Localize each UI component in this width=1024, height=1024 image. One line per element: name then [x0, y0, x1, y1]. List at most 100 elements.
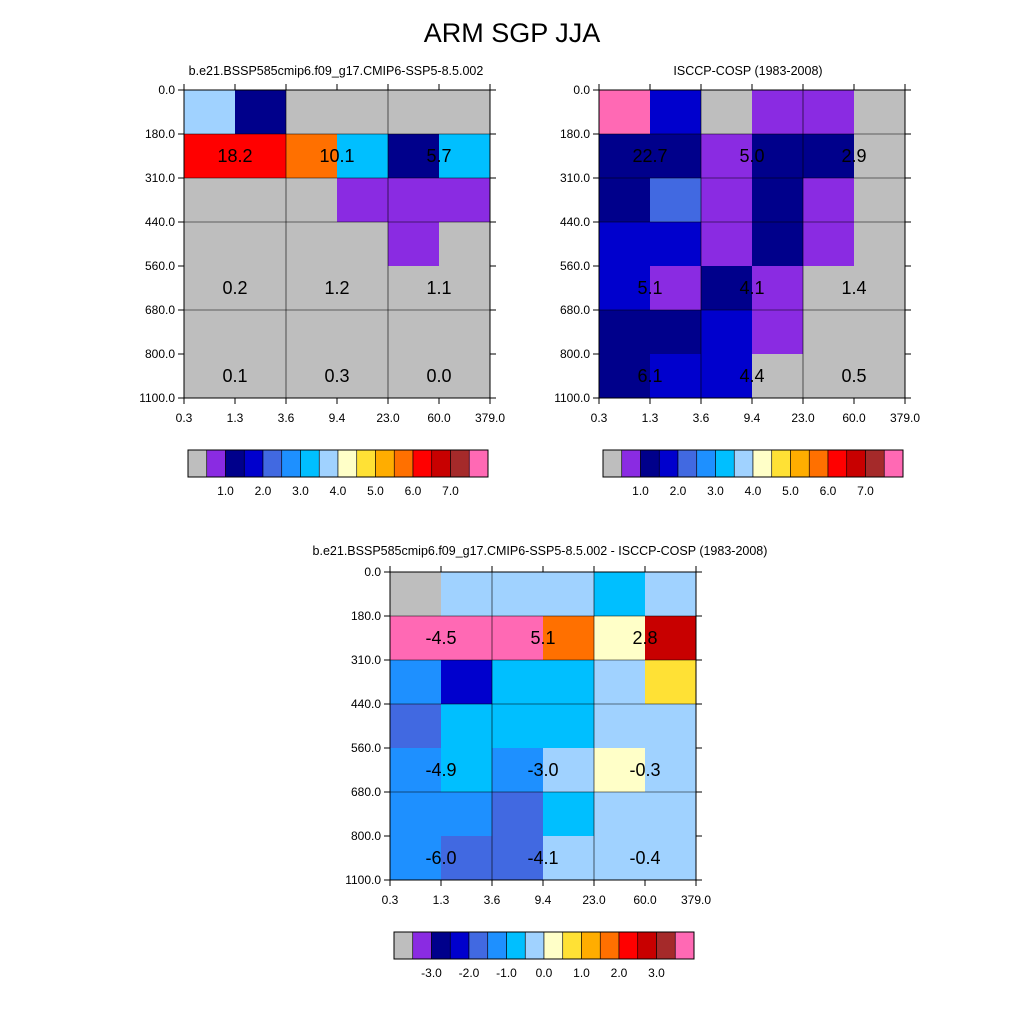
colorbar-label: 1.0: [217, 484, 234, 498]
heatmap-cell: [388, 134, 440, 179]
colorbar-box: [674, 931, 695, 960]
colorbar-frame: [187, 449, 489, 478]
heatmap-panel-isccp: ISCCP-COSP (1983-2008) 0.0 180.0 310.0 440.…: [535, 60, 955, 500]
cell-value-label: 1.1: [426, 278, 451, 298]
heatmap-cells: [599, 90, 906, 399]
colorbar-box: [412, 449, 433, 478]
heatmap-cell: [439, 178, 491, 223]
y-tick-label: 440.0: [351, 697, 381, 711]
colorbar-label: 2.0: [255, 484, 272, 498]
heatmap-cell: [645, 792, 697, 837]
colorbar-label: 6.0: [820, 484, 837, 498]
cell-value-label: -0.4: [629, 848, 660, 868]
heatmap-cell: [492, 660, 544, 705]
y-tick-label: 560.0: [560, 259, 590, 273]
heatmap-cell: [594, 616, 646, 661]
figure-title: ARM SGP JJA: [423, 18, 601, 48]
heatmap-cell: [599, 178, 651, 223]
heatmap-cell: [235, 178, 287, 223]
heatmap-cell: [337, 178, 389, 223]
x-tick-label: 9.4: [329, 411, 346, 425]
colorbar-box: [450, 449, 470, 478]
heatmap-cell: [701, 266, 753, 311]
colorbar-label: 2.0: [611, 966, 628, 980]
colorbar-box: [883, 449, 904, 478]
colorbar-box: [375, 449, 395, 478]
colorbar-box: [599, 931, 620, 960]
cell-value-label: -4.5: [425, 628, 456, 648]
heatmap-cell: [441, 748, 493, 793]
colorbar-label: 4.0: [330, 484, 347, 498]
cell-value-label: 2.8: [632, 628, 657, 648]
x-tick-label: 379.0: [890, 411, 920, 425]
heatmap-cell: [441, 660, 493, 705]
colorbar-box: [487, 931, 507, 960]
colorbar-label: 4.0: [745, 484, 762, 498]
colorbar-box: [827, 449, 848, 478]
heatmap-cell: [645, 836, 697, 881]
x-tick-label: 1.3: [433, 893, 450, 907]
heatmap-cell: [390, 748, 442, 793]
heatmap-cell: [752, 134, 804, 179]
heatmap-cell: [650, 178, 702, 223]
colorbar-box: [524, 931, 545, 960]
heatmap-cell: [752, 266, 804, 311]
colorbar: 1.0 2.0 3.0 4.0 5.0 6.0 7.0: [602, 449, 904, 498]
colorbar-box: [356, 449, 376, 478]
y-tick-label: 800.0: [560, 347, 590, 361]
colorbar-box: [790, 449, 810, 478]
heatmap-cell: [650, 222, 702, 267]
cell-value-label: 4.4: [739, 366, 764, 386]
colorbar-box: [468, 931, 489, 960]
cell-value-label: 18.2: [217, 146, 252, 166]
colorbar-box: [677, 449, 698, 478]
colorbar-label: -1.0: [496, 966, 517, 980]
colorbar-box: [658, 449, 679, 478]
heatmap-cell: [594, 704, 646, 749]
colorbar-box: [281, 449, 301, 478]
x-tick-label: 3.6: [484, 893, 501, 907]
cell-value-label: 10.1: [319, 146, 354, 166]
heatmap-cell: [184, 134, 236, 179]
heatmap-cell: [439, 134, 491, 179]
x-tick-label: 3.6: [278, 411, 295, 425]
heatmap-cell: [439, 354, 491, 399]
colorbar-box: [846, 449, 866, 478]
heatmap-cell: [752, 354, 804, 399]
heatmap-cell: [441, 616, 493, 661]
heatmap-cell: [184, 266, 236, 311]
cell-value-label: 0.2: [222, 278, 247, 298]
heatmap-cell: [752, 178, 804, 223]
colorbar-box: [393, 449, 414, 478]
heatmap-cell: [235, 134, 287, 179]
heatmap-cell: [543, 704, 595, 749]
colorbar-box: [637, 931, 657, 960]
colorbar: -3.0 -2.0 -1.0 0.0 1.0 2.0 3.0: [393, 931, 695, 980]
y-tick-label: 1100.0: [139, 391, 175, 405]
x-tick-label: 379.0: [681, 893, 711, 907]
heatmap-cell: [701, 222, 753, 267]
x-tick-label: 60.0: [842, 411, 866, 425]
colorbar-box: [771, 449, 791, 478]
colorbar-box: [752, 449, 773, 478]
cell-value-label: 0.5: [841, 366, 866, 386]
heatmap-cell: [388, 354, 440, 399]
heatmap-cell: [803, 178, 855, 223]
heatmap-cell: [803, 266, 855, 311]
heatmap-cell: [439, 90, 491, 135]
heatmap-cell: [390, 616, 442, 661]
heatmap-cell: [492, 572, 544, 617]
colorbar-label: 3.0: [648, 966, 665, 980]
heatmap-cell: [390, 792, 442, 837]
heatmap-cells: [184, 90, 491, 399]
heatmap-cell: [752, 310, 804, 355]
heatmap-cell: [752, 222, 804, 267]
heatmap-cell: [337, 90, 389, 135]
x-tick-label: 60.0: [633, 893, 657, 907]
heatmap-cell: [441, 704, 493, 749]
colorbar-label: 3.0: [292, 484, 309, 498]
heatmap-cell: [441, 836, 493, 881]
heatmap-cell: [803, 90, 855, 135]
colorbar: 1.0 2.0 3.0 4.0 5.0 6.0 7.0: [187, 449, 489, 498]
heatmap-cell: [388, 310, 440, 355]
